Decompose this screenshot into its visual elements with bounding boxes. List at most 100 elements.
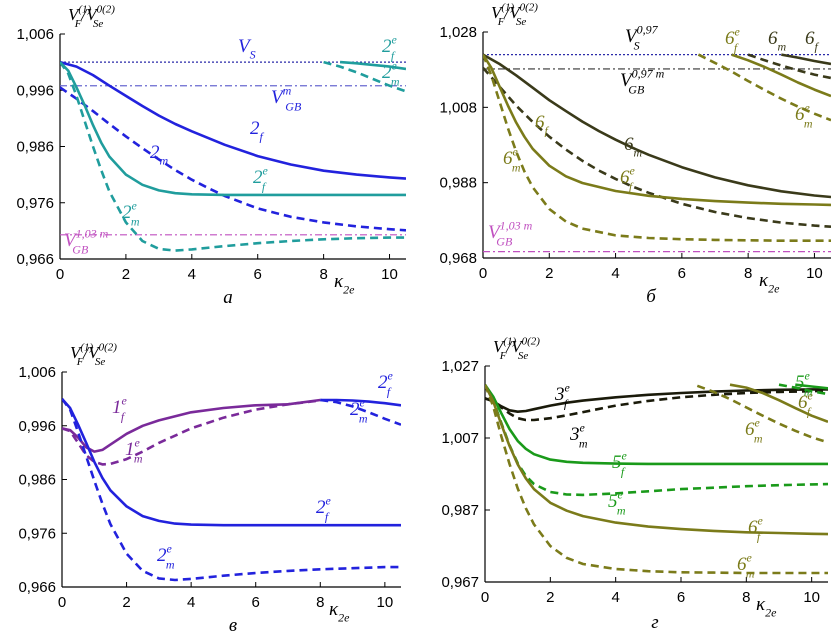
curve-label: 6f​	[535, 112, 550, 138]
y-axis-label: V(1)F​/V0(2)Se​	[493, 335, 540, 361]
x-tick-label: 0	[56, 266, 64, 283]
series-line	[697, 53, 831, 122]
y-tick-label: 0,976	[16, 195, 54, 212]
y-tick-label: 1,028	[439, 24, 477, 41]
series-line	[731, 53, 831, 98]
x-tick-label: 0	[481, 589, 489, 606]
curve-label: 6em​	[795, 100, 813, 130]
x-tick-label: 0	[58, 594, 66, 611]
curve-label: 5ef​	[612, 448, 628, 478]
y-axis-label: V(1)F​/V0(2)Se​	[70, 341, 117, 367]
curve-label: 3ef​	[554, 380, 571, 410]
series-line	[62, 399, 321, 466]
curve-label: 6em​	[503, 144, 521, 174]
curve-label: V0,97 mGB​	[620, 66, 665, 96]
y-tick-label: 0,967	[441, 574, 479, 591]
series-line	[795, 383, 828, 390]
x-tick-label: 6	[678, 265, 686, 282]
curve-label: 2m​	[150, 142, 169, 168]
curve-label: 2ef​	[316, 493, 332, 523]
y-tick-label: 0,988	[439, 175, 477, 192]
series-line	[60, 61, 406, 197]
curve-label: VS​	[238, 36, 256, 62]
curve-label: 6f​	[805, 28, 820, 54]
curve-label: 2em​	[350, 395, 368, 425]
x-tick-label: 0	[479, 265, 487, 282]
y-tick-label: 0,987	[441, 502, 479, 519]
y-axis-label: V(1)F​/V0(2)Se​	[491, 1, 538, 27]
series-line	[60, 61, 406, 252]
x-axis-label: κ2e​	[329, 599, 350, 625]
curve-label: V1,03 mGB​	[488, 218, 533, 248]
y-tick-label: 1,006	[16, 26, 54, 43]
x-axis-label: κ2e​	[334, 271, 355, 297]
x-tick-label: 2	[545, 265, 553, 282]
curve-label: 2ef​	[378, 368, 394, 398]
curve-label: 2ef​	[253, 163, 269, 193]
curve-label: 6m​	[624, 134, 643, 160]
panel-label: г	[651, 612, 658, 633]
curve-label: 6em​	[745, 415, 763, 445]
x-tick-label: 8	[742, 589, 750, 606]
y-tick-label: 0,996	[16, 82, 54, 99]
y-tick-label: 1,027	[441, 358, 479, 375]
y-tick-label: 1,007	[441, 430, 479, 447]
series-line	[62, 398, 401, 582]
x-tick-label: 10	[381, 266, 398, 283]
series-line	[60, 86, 406, 232]
x-tick-label: 10	[803, 589, 820, 606]
x-tick-label: 2	[122, 594, 130, 611]
series-line	[485, 384, 828, 497]
series-line	[62, 398, 401, 527]
curve-label: 2f​	[250, 118, 265, 144]
x-tick-label: 4	[611, 265, 619, 282]
panel-label: в	[229, 615, 237, 633]
series-line	[340, 60, 406, 71]
series-line	[320, 398, 401, 407]
y-tick-label: 0,996	[18, 418, 56, 435]
x-tick-label: 4	[611, 589, 619, 606]
x-tick-label: 8	[319, 266, 327, 283]
y-tick-label: 1,006	[18, 364, 56, 381]
y-tick-label: 0,966	[16, 251, 54, 268]
x-tick-label: 8	[316, 594, 324, 611]
curve-label: 2em​	[122, 198, 140, 228]
series-line	[62, 398, 321, 453]
series-line	[485, 384, 828, 536]
curve-label: 5em​	[795, 368, 813, 398]
curve-label: 2em​	[382, 58, 400, 88]
x-tick-label: 4	[187, 594, 195, 611]
series-line	[320, 398, 401, 426]
y-axis-label: V(1)F​/V0(2)Se​	[68, 3, 115, 29]
y-tick-label: 0,986	[18, 472, 56, 489]
curve-label: 6ef​	[798, 388, 814, 418]
x-tick-label: 6	[252, 594, 260, 611]
series-line	[778, 383, 828, 396]
x-tick-label: 10	[806, 265, 823, 282]
y-tick-label: 0,966	[18, 579, 56, 596]
series-line	[60, 60, 406, 180]
y-tick-label: 1,008	[439, 99, 477, 116]
curve-label: 2em​	[157, 541, 175, 571]
x-tick-label: 6	[677, 589, 685, 606]
curve-label: 5em​	[608, 487, 626, 517]
series-line	[483, 53, 831, 207]
curve-label: 6ef​	[620, 163, 636, 193]
curve-label: 3em​	[569, 420, 588, 450]
curve-label: 6ef​	[725, 24, 741, 54]
series-line	[483, 53, 831, 199]
series-line	[781, 53, 831, 66]
curve-label: 6em​	[737, 550, 755, 580]
curve-label: V0,97S​	[625, 22, 659, 52]
x-axis-label: κ2e​	[759, 270, 780, 296]
series-line	[483, 54, 831, 242]
x-axis-label: κ2e​	[756, 594, 777, 620]
curve-label: 2ef​	[382, 32, 398, 62]
x-tick-label: 10	[377, 594, 394, 611]
